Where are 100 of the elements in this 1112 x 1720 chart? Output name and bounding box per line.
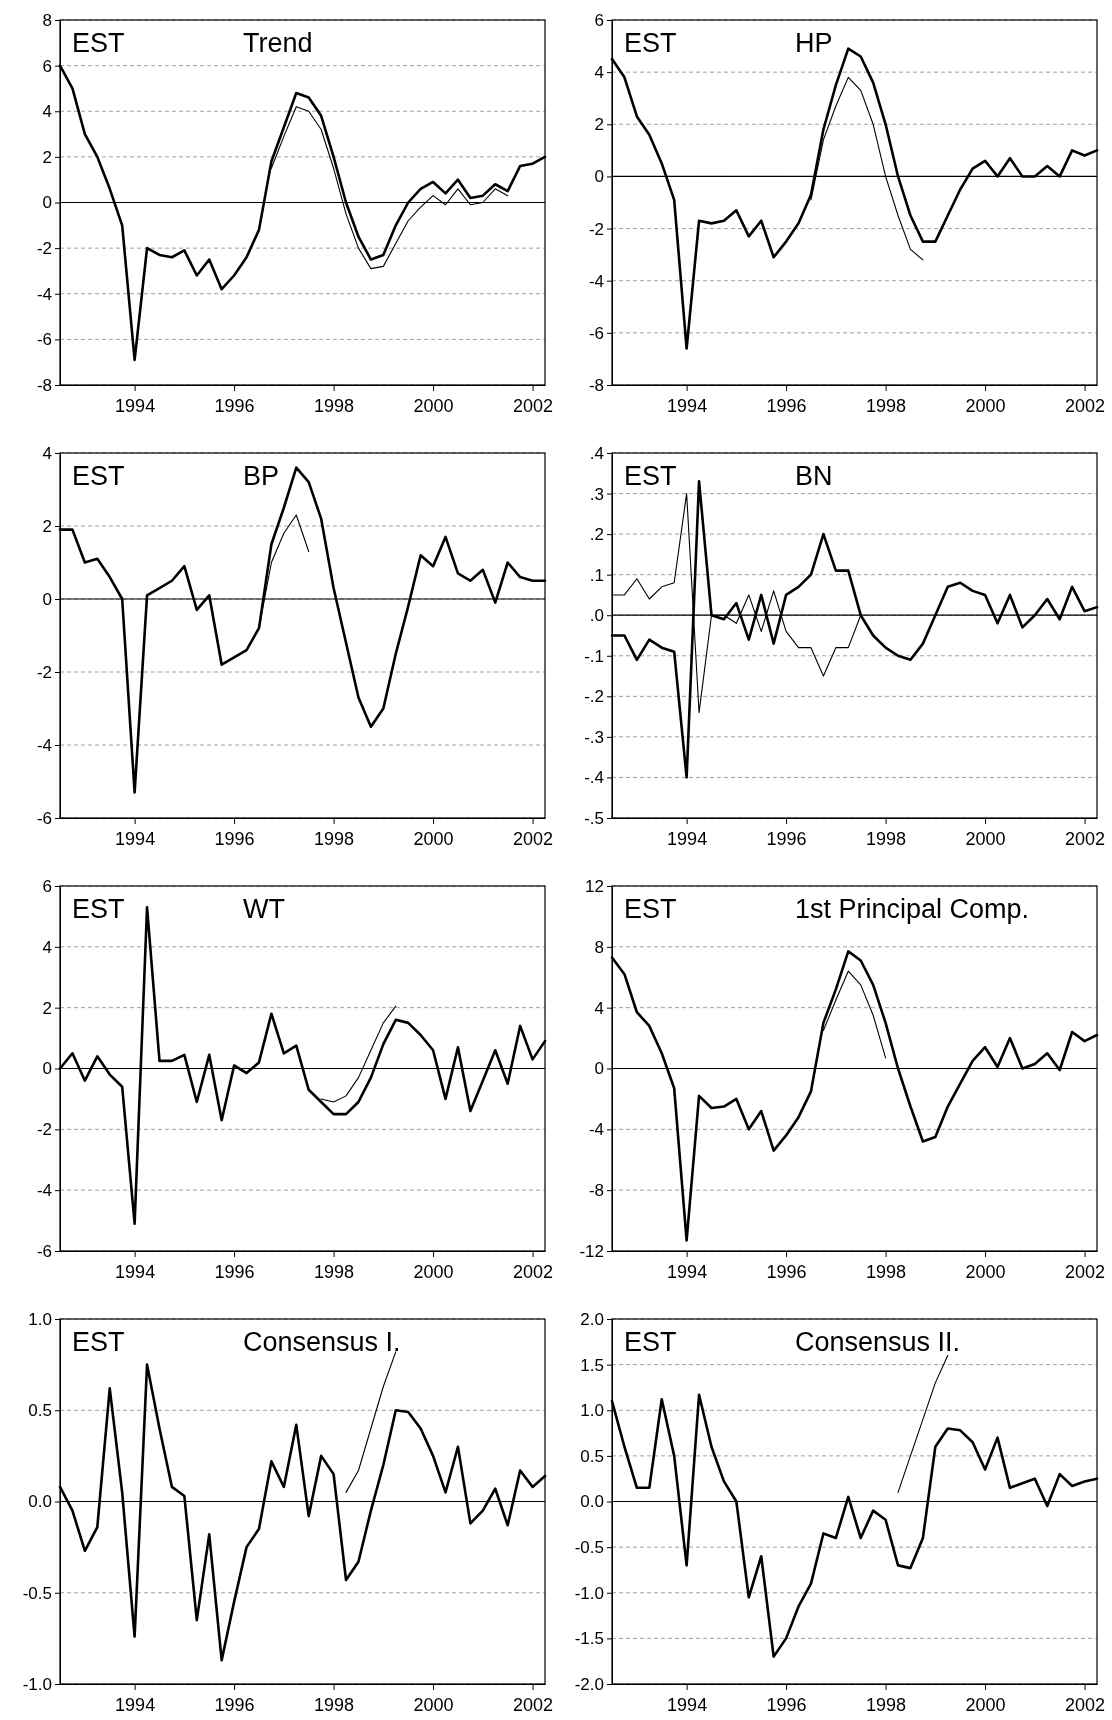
y-tick-label: 1.0 xyxy=(28,1309,52,1329)
x-tick-label: 1994 xyxy=(667,1695,708,1715)
chart-title: BP xyxy=(243,461,280,491)
y-tick-label: -4 xyxy=(36,735,52,755)
y-tick-label: 0.0 xyxy=(28,1492,52,1512)
x-tick-label: 2002 xyxy=(513,1262,554,1282)
y-tick-label: -.3 xyxy=(584,727,604,747)
y-tick-label: 4 xyxy=(42,937,52,957)
y-tick-label: -4 xyxy=(36,284,52,304)
annotation: EST xyxy=(72,894,125,924)
x-tick-label: 2000 xyxy=(413,829,454,849)
y-tick-label: 0 xyxy=(42,589,52,609)
y-tick-label: 4 xyxy=(594,63,604,83)
y-tick-label: 2 xyxy=(42,147,52,167)
x-tick-label: 2000 xyxy=(413,396,454,416)
y-tick-label: .1 xyxy=(589,565,604,585)
y-tick-label: -0.5 xyxy=(22,1583,52,1603)
x-tick-label: 2002 xyxy=(513,829,554,849)
x-tick-label: 1998 xyxy=(866,829,907,849)
y-tick-label: 8 xyxy=(42,10,52,30)
y-tick-label: -12 xyxy=(579,1241,604,1261)
annotation: EST xyxy=(72,1327,125,1357)
x-tick-label: 1996 xyxy=(766,396,807,416)
y-tick-label: -2 xyxy=(36,662,52,682)
x-tick-label: 2002 xyxy=(513,396,554,416)
x-tick-label: 1998 xyxy=(866,1262,907,1282)
chart-title: Trend xyxy=(243,28,313,58)
y-tick-label: 1.0 xyxy=(580,1401,604,1421)
y-tick-label: 2 xyxy=(594,115,604,135)
x-tick-label: 1998 xyxy=(314,396,355,416)
y-tick-label: -2 xyxy=(588,219,604,239)
y-tick-label: 8 xyxy=(594,937,604,957)
x-tick-label: 2000 xyxy=(965,396,1006,416)
x-tick-label: 2002 xyxy=(513,1695,554,1715)
x-tick-label: 1996 xyxy=(214,1262,255,1282)
y-tick-label: -4 xyxy=(588,271,604,291)
x-tick-label: 2002 xyxy=(1065,1695,1106,1715)
annotation: EST xyxy=(72,461,125,491)
x-tick-label: 2000 xyxy=(413,1695,454,1715)
y-tick-label: .3 xyxy=(589,484,604,504)
x-tick-label: 1994 xyxy=(667,829,708,849)
y-tick-label: 4 xyxy=(594,998,604,1018)
y-tick-label: 6 xyxy=(42,876,52,896)
x-tick-label: 1994 xyxy=(115,396,156,416)
x-tick-label: 1994 xyxy=(667,396,708,416)
y-tick-label: 6 xyxy=(594,10,604,30)
y-tick-label: -.4 xyxy=(584,768,604,788)
x-tick-label: 1996 xyxy=(214,1695,255,1715)
chart-title: Consensus II. xyxy=(795,1327,961,1357)
x-tick-label: 1996 xyxy=(766,1262,807,1282)
x-tick-label: 1996 xyxy=(214,829,255,849)
y-tick-label: -8 xyxy=(36,375,52,395)
y-tick-label: -6 xyxy=(36,1241,52,1261)
y-tick-label: 0.5 xyxy=(28,1401,52,1421)
y-tick-label: 2 xyxy=(42,998,52,1018)
x-tick-label: 2002 xyxy=(1065,1262,1106,1282)
y-tick-label: .2 xyxy=(589,525,604,545)
y-tick-label: .4 xyxy=(589,443,604,463)
y-tick-label: 2.0 xyxy=(580,1309,604,1329)
y-tick-label: -.5 xyxy=(584,808,604,828)
y-tick-label: -1.5 xyxy=(574,1629,604,1649)
x-tick-label: 1996 xyxy=(214,396,255,416)
chart-title: 1st Principal Comp. xyxy=(795,894,1030,924)
chart-title: Consensus I. xyxy=(243,1327,401,1357)
x-tick-label: 1998 xyxy=(866,1695,907,1715)
chart-title: BN xyxy=(795,461,833,491)
y-tick-label: -6 xyxy=(588,323,604,343)
x-tick-label: 2000 xyxy=(413,1262,454,1282)
y-tick-label: 6 xyxy=(42,56,52,76)
y-tick-label: -6 xyxy=(36,330,52,350)
x-tick-label: 1994 xyxy=(115,1262,156,1282)
y-tick-label: -2 xyxy=(36,1120,52,1140)
y-tick-label: -8 xyxy=(588,375,604,395)
y-tick-label: 0 xyxy=(594,167,604,187)
y-tick-label: 0.0 xyxy=(580,1492,604,1512)
y-tick-label: .0 xyxy=(589,606,604,626)
y-tick-label: 2 xyxy=(42,516,52,536)
y-tick-label: -2.0 xyxy=(574,1674,604,1694)
x-tick-label: 1998 xyxy=(314,1695,355,1715)
y-tick-label: -1.0 xyxy=(22,1674,52,1694)
x-tick-label: 2000 xyxy=(965,1262,1006,1282)
annotation: EST xyxy=(624,461,677,491)
y-tick-label: 0 xyxy=(594,1059,604,1079)
y-tick-label: 4 xyxy=(42,443,52,463)
y-tick-label: -.1 xyxy=(584,646,604,666)
y-tick-label: -2 xyxy=(36,239,52,259)
y-tick-label: -.2 xyxy=(584,687,604,707)
chart-title: WT xyxy=(243,894,285,924)
chart-title: HP xyxy=(795,28,833,58)
y-tick-label: -4 xyxy=(588,1120,604,1140)
x-tick-label: 1994 xyxy=(115,1695,156,1715)
y-tick-label: 12 xyxy=(585,876,604,896)
y-tick-label: -8 xyxy=(588,1181,604,1201)
x-tick-label: 1998 xyxy=(314,1262,355,1282)
annotation: EST xyxy=(624,1327,677,1357)
y-tick-label: -6 xyxy=(36,808,52,828)
x-tick-label: 1996 xyxy=(766,829,807,849)
x-tick-label: 1996 xyxy=(766,1695,807,1715)
x-tick-label: 2002 xyxy=(1065,829,1106,849)
y-tick-label: 0 xyxy=(42,1059,52,1079)
